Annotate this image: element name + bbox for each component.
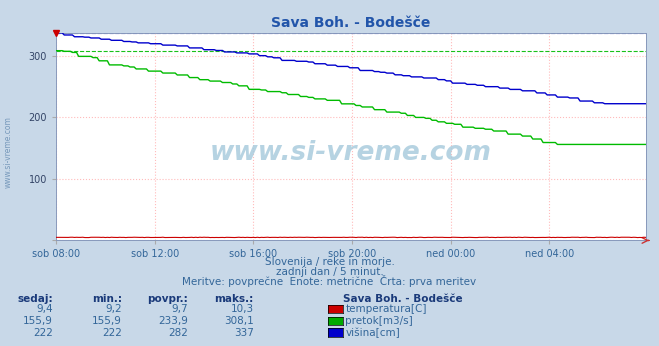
Text: 233,9: 233,9: [158, 316, 188, 326]
Text: 308,1: 308,1: [224, 316, 254, 326]
Text: min.:: min.:: [92, 294, 122, 304]
Text: zadnji dan / 5 minut.: zadnji dan / 5 minut.: [275, 267, 384, 277]
Text: 222: 222: [102, 328, 122, 338]
Text: maks.:: maks.:: [214, 294, 254, 304]
Title: Sava Boh. - Bodešče: Sava Boh. - Bodešče: [272, 16, 430, 30]
Text: Sava Boh. - Bodešče: Sava Boh. - Bodešče: [343, 294, 463, 304]
Text: 337: 337: [234, 328, 254, 338]
Text: 9,4: 9,4: [36, 304, 53, 315]
Text: 10,3: 10,3: [231, 304, 254, 315]
Text: višina[cm]: višina[cm]: [345, 327, 400, 338]
Text: povpr.:: povpr.:: [147, 294, 188, 304]
Text: sedaj:: sedaj:: [17, 294, 53, 304]
Text: Slovenija / reke in morje.: Slovenija / reke in morje.: [264, 257, 395, 267]
Text: pretok[m3/s]: pretok[m3/s]: [345, 316, 413, 326]
Text: www.si-vreme.com: www.si-vreme.com: [210, 140, 492, 166]
Text: temperatura[C]: temperatura[C]: [345, 304, 427, 315]
Text: www.si-vreme.com: www.si-vreme.com: [3, 116, 13, 188]
Text: 222: 222: [33, 328, 53, 338]
Text: 282: 282: [168, 328, 188, 338]
Text: 155,9: 155,9: [23, 316, 53, 326]
Text: 9,2: 9,2: [105, 304, 122, 315]
Text: 155,9: 155,9: [92, 316, 122, 326]
Text: 9,7: 9,7: [171, 304, 188, 315]
Text: Meritve: povprečne  Enote: metrične  Črta: prva meritev: Meritve: povprečne Enote: metrične Črta:…: [183, 275, 476, 288]
